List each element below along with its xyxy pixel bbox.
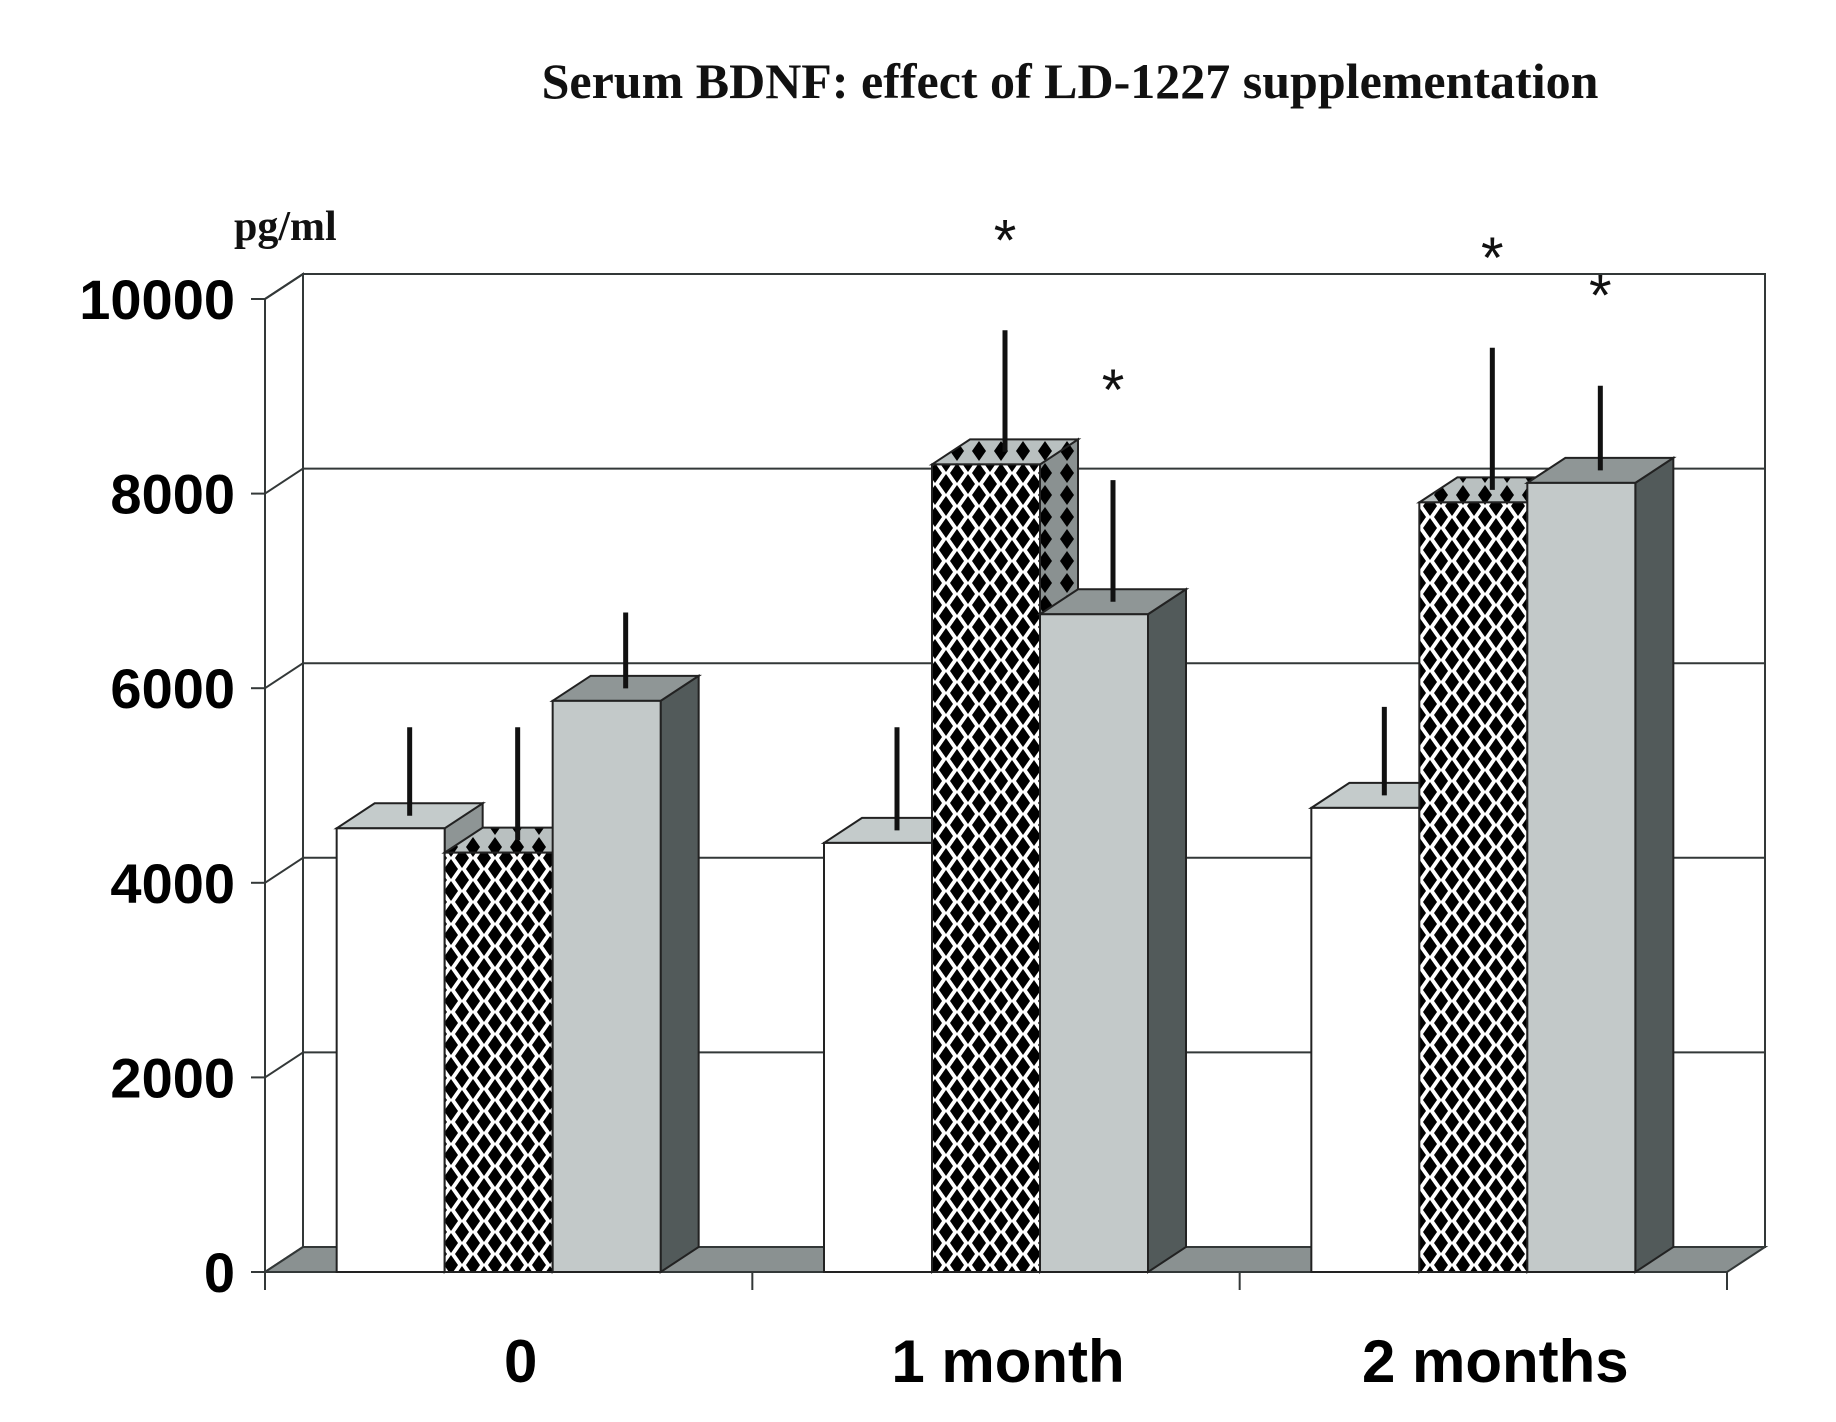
y-tick-label: 2000 [110, 1046, 235, 1109]
error-bars [407, 330, 1603, 841]
bar-front-face [1310, 806, 1421, 1274]
significance-star: * [1589, 264, 1612, 329]
x-category-label: 2 months [1362, 1328, 1629, 1395]
bar-front-face [931, 463, 1041, 1274]
bar-front-face [551, 699, 662, 1273]
y-tick-label: 6000 [110, 657, 235, 720]
y-tick-label: 4000 [110, 852, 235, 915]
y-tick-label: 10000 [79, 268, 235, 331]
gridline-diagonal [264, 273, 304, 300]
bar [1523, 456, 1677, 1274]
y-axis-unit-label: pg/ml [234, 204, 337, 250]
x-category-label: 1 month [891, 1328, 1124, 1395]
bar-side-face [1634, 456, 1675, 1274]
bar [1036, 587, 1190, 1274]
significance-star: * [1102, 358, 1125, 423]
x-axis: 0 1 month 2 months [264, 1271, 1728, 1395]
gridline-diagonal [264, 1051, 304, 1079]
bar-side-face [1147, 587, 1187, 1274]
gridline-diagonal [264, 467, 304, 495]
gridline-diagonal [264, 856, 304, 884]
y-tick-label: 0 [204, 1241, 235, 1304]
significance-star: * [1481, 226, 1504, 291]
chart-title: Serum BDNF: effect of LD-1227 supplement… [542, 53, 1599, 109]
significance-markers: * * * * [994, 208, 1612, 423]
x-category-label: 0 [504, 1328, 537, 1395]
bar-side-face [659, 673, 700, 1274]
y-axis: 0 2000 4000 6000 8000 10000 [79, 268, 266, 1304]
bar-front-face [823, 841, 933, 1273]
bar-front-face [1039, 613, 1149, 1273]
bar-front-face [443, 851, 554, 1274]
bar-front-face [1526, 481, 1637, 1274]
gridline-diagonal [264, 662, 304, 690]
bar [549, 673, 703, 1274]
y-tick-label: 8000 [110, 463, 235, 526]
significance-star: * [994, 208, 1017, 273]
bar-front-face [335, 827, 446, 1273]
bars [333, 437, 1677, 1274]
bar-front-face [1418, 501, 1529, 1273]
side-wall [264, 272, 304, 1274]
